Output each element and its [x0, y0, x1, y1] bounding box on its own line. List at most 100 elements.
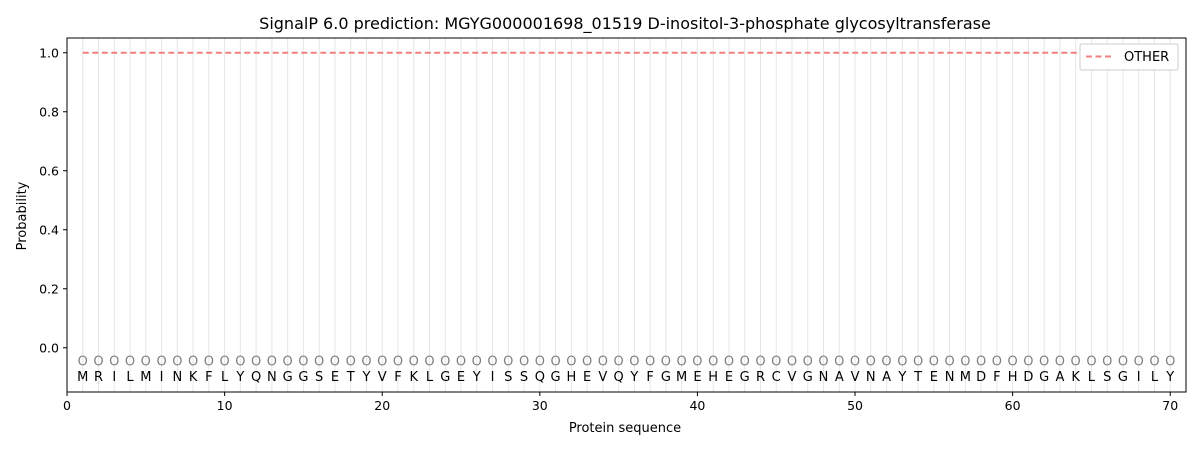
residue-label-65: L — [1088, 370, 1096, 385]
residue-label-49: A — [835, 370, 844, 385]
prediction-marker-51: O — [866, 355, 876, 370]
prediction-marker-21: O — [393, 355, 403, 370]
residue-label-51: N — [866, 370, 876, 385]
residue-label-36: Y — [629, 370, 638, 385]
prediction-marker-12: O — [251, 355, 261, 370]
residue-label-69: L — [1151, 370, 1159, 385]
prediction-marker-31: O — [550, 355, 560, 370]
residue-label-26: Y — [472, 370, 481, 385]
residue-label-18: T — [346, 370, 355, 385]
prediction-marker-65: O — [1086, 355, 1096, 370]
prediction-marker-7: O — [172, 355, 182, 370]
prediction-marker-32: O — [566, 355, 576, 370]
residue-label-70: Y — [1165, 370, 1174, 385]
prediction-marker-44: O — [755, 355, 765, 370]
prediction-marker-48: O — [818, 355, 828, 370]
residue-label-23: L — [426, 370, 434, 385]
x-tick-label-70: 70 — [1162, 398, 1178, 413]
prediction-marker-1: O — [78, 355, 88, 370]
residue-label-57: M — [960, 370, 971, 385]
prediction-marker-46: O — [787, 355, 797, 370]
residue-label-11: Y — [235, 370, 244, 385]
prediction-marker-58: O — [976, 355, 986, 370]
prediction-marker-64: O — [1071, 355, 1081, 370]
x-axis-label: Protein sequence — [569, 421, 681, 436]
prediction-marker-62: O — [1039, 355, 1049, 370]
residue-label-12: Q — [251, 370, 261, 385]
residue-label-43: G — [740, 370, 750, 385]
residue-label-6: I — [160, 370, 164, 385]
prediction-marker-43: O — [740, 355, 750, 370]
x-tick-label-20: 20 — [374, 398, 390, 413]
prediction-marker-14: O — [283, 355, 293, 370]
y-axis-label: Probability — [15, 181, 30, 250]
prediction-marker-50: O — [850, 355, 860, 370]
prediction-marker-13: O — [267, 355, 277, 370]
residue-label-2: R — [94, 370, 103, 385]
x-tick-label-40: 40 — [689, 398, 705, 413]
residue-label-45: C — [772, 370, 781, 385]
legend-label-other: OTHER — [1124, 50, 1169, 65]
residue-label-1: M — [77, 370, 88, 385]
y-tick-label-0: 0.0 — [39, 340, 59, 355]
prediction-marker-57: O — [960, 355, 970, 370]
residue-label-35: Q — [614, 370, 624, 385]
residue-label-64: K — [1071, 370, 1080, 385]
residue-label-34: V — [598, 370, 607, 385]
residue-label-19: Y — [361, 370, 370, 385]
prediction-marker-47: O — [803, 355, 813, 370]
prediction-marker-4: O — [125, 355, 135, 370]
y-tick-label-4: 0.8 — [39, 104, 59, 119]
residue-label-14: G — [283, 370, 293, 385]
prediction-marker-9: O — [204, 355, 214, 370]
residue-label-30: Q — [535, 370, 545, 385]
plot-frame — [66, 37, 1187, 393]
residue-label-42: E — [725, 370, 733, 385]
residue-label-32: H — [566, 370, 576, 385]
residue-label-25: E — [457, 370, 465, 385]
prediction-marker-61: O — [1023, 355, 1033, 370]
prediction-marker-20: O — [377, 355, 387, 370]
prediction-marker-16: O — [314, 355, 324, 370]
prediction-marker-38: O — [661, 355, 671, 370]
residue-label-58: D — [976, 370, 986, 385]
prediction-marker-42: O — [724, 355, 734, 370]
prediction-marker-30: O — [535, 355, 545, 370]
prediction-marker-40: O — [692, 355, 702, 370]
residue-label-20: V — [378, 370, 387, 385]
prediction-marker-34: O — [598, 355, 608, 370]
prediction-marker-11: O — [235, 355, 245, 370]
prediction-marker-26: O — [472, 355, 482, 370]
prediction-marker-59: O — [992, 355, 1002, 370]
residue-label-28: S — [504, 370, 512, 385]
residue-label-50: V — [851, 370, 860, 385]
y-tick-label-1: 0.2 — [39, 281, 59, 296]
residue-label-59: F — [993, 370, 1000, 385]
residue-label-41: H — [708, 370, 718, 385]
prediction-marker-60: O — [1008, 355, 1018, 370]
prediction-marker-56: O — [944, 355, 954, 370]
residue-label-17: E — [331, 370, 339, 385]
residue-label-53: Y — [897, 370, 906, 385]
prediction-marker-6: O — [156, 355, 166, 370]
residue-label-66: S — [1103, 370, 1111, 385]
residue-label-3: I — [112, 370, 116, 385]
residue-label-44: R — [756, 370, 765, 385]
residue-label-10: L — [221, 370, 229, 385]
residue-label-29: S — [520, 370, 528, 385]
prediction-marker-66: O — [1102, 355, 1112, 370]
residue-label-13: N — [267, 370, 277, 385]
x-tick-label-50: 50 — [847, 398, 863, 413]
residue-label-37: F — [646, 370, 653, 385]
prediction-marker-41: O — [708, 355, 718, 370]
prediction-marker-29: O — [519, 355, 529, 370]
prediction-marker-68: O — [1134, 355, 1144, 370]
legend: OTHER — [1079, 43, 1179, 71]
residue-label-56: N — [945, 370, 955, 385]
residue-label-63: A — [1055, 370, 1064, 385]
residue-label-15: G — [298, 370, 308, 385]
gridlines — [82, 38, 1171, 392]
